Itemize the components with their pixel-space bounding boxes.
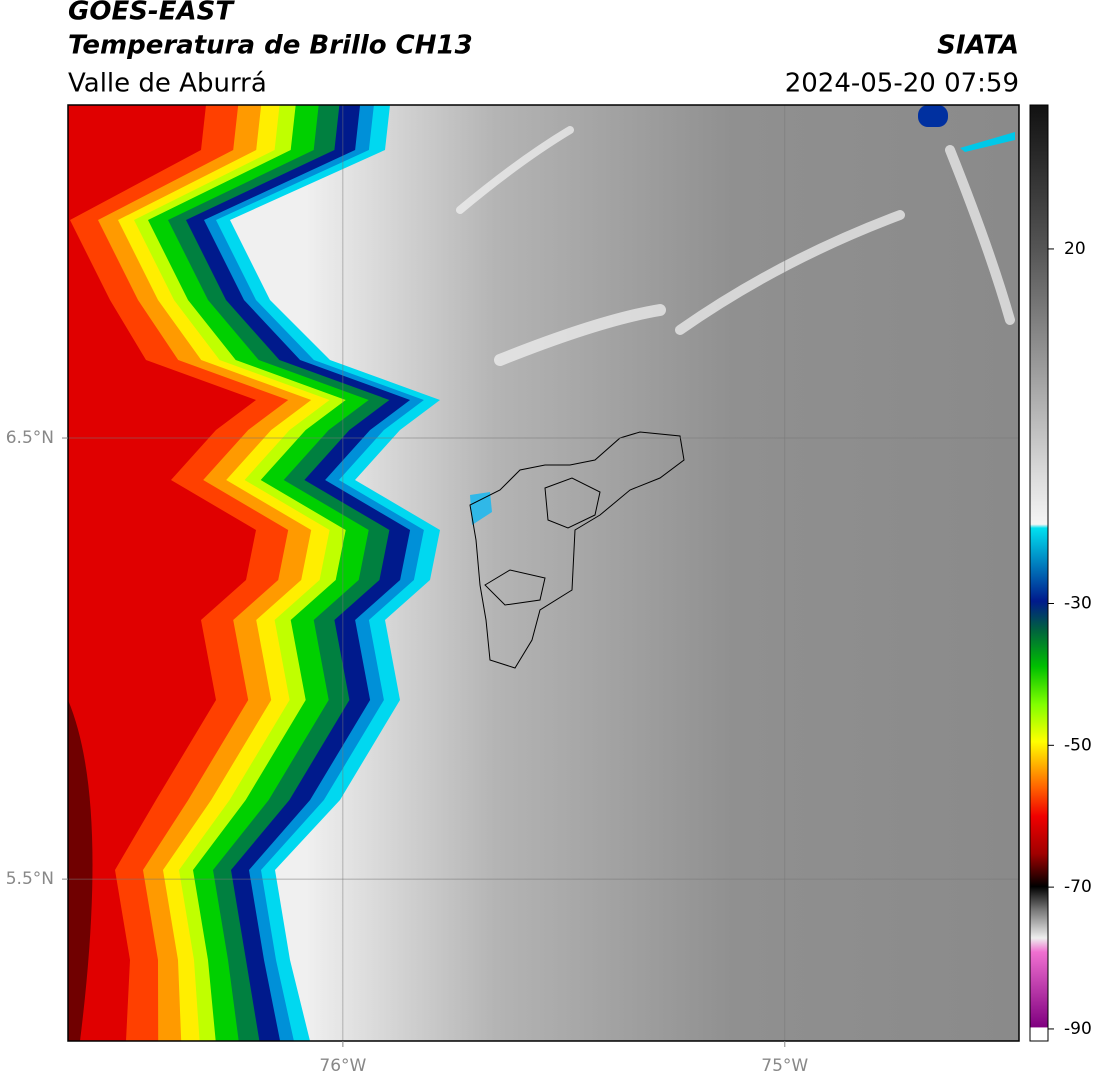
graticule — [68, 105, 1019, 1041]
colorbar-tick-label: -90 — [1064, 1019, 1092, 1039]
y-tick-label: 6.5°N — [6, 428, 54, 448]
band-core — [68, 700, 93, 1041]
colorbar-tick-label: 20 — [1064, 239, 1086, 259]
valley-boundary — [469, 431, 685, 669]
map — [68, 105, 1019, 1041]
x-tick-label: 75°W — [761, 1056, 808, 1076]
convective-bands — [68, 105, 440, 1041]
band — [68, 105, 256, 1041]
y-tick-label: 5.5°N — [6, 869, 54, 889]
colorbar-tick-label: -30 — [1064, 593, 1092, 613]
colorbar-tick-label: -50 — [1064, 735, 1092, 755]
cloud-patch — [918, 105, 948, 127]
colorbar — [1029, 104, 1049, 1042]
cloud-patch — [470, 492, 492, 525]
colorbar-tick-label: -70 — [1064, 877, 1092, 897]
region: Valle de Aburrá — [68, 69, 267, 99]
title: GOES-EAST — [68, 0, 235, 27]
map-frame — [67, 104, 1020, 1042]
x-tick-label: 76°W — [319, 1056, 366, 1076]
subtitle: Temperatura de Brillo CH13 — [68, 31, 473, 61]
cloud-patch — [960, 132, 1015, 152]
source: SIATA — [937, 31, 1019, 61]
timestamp: 2024-05-20 07:59 — [785, 69, 1019, 99]
